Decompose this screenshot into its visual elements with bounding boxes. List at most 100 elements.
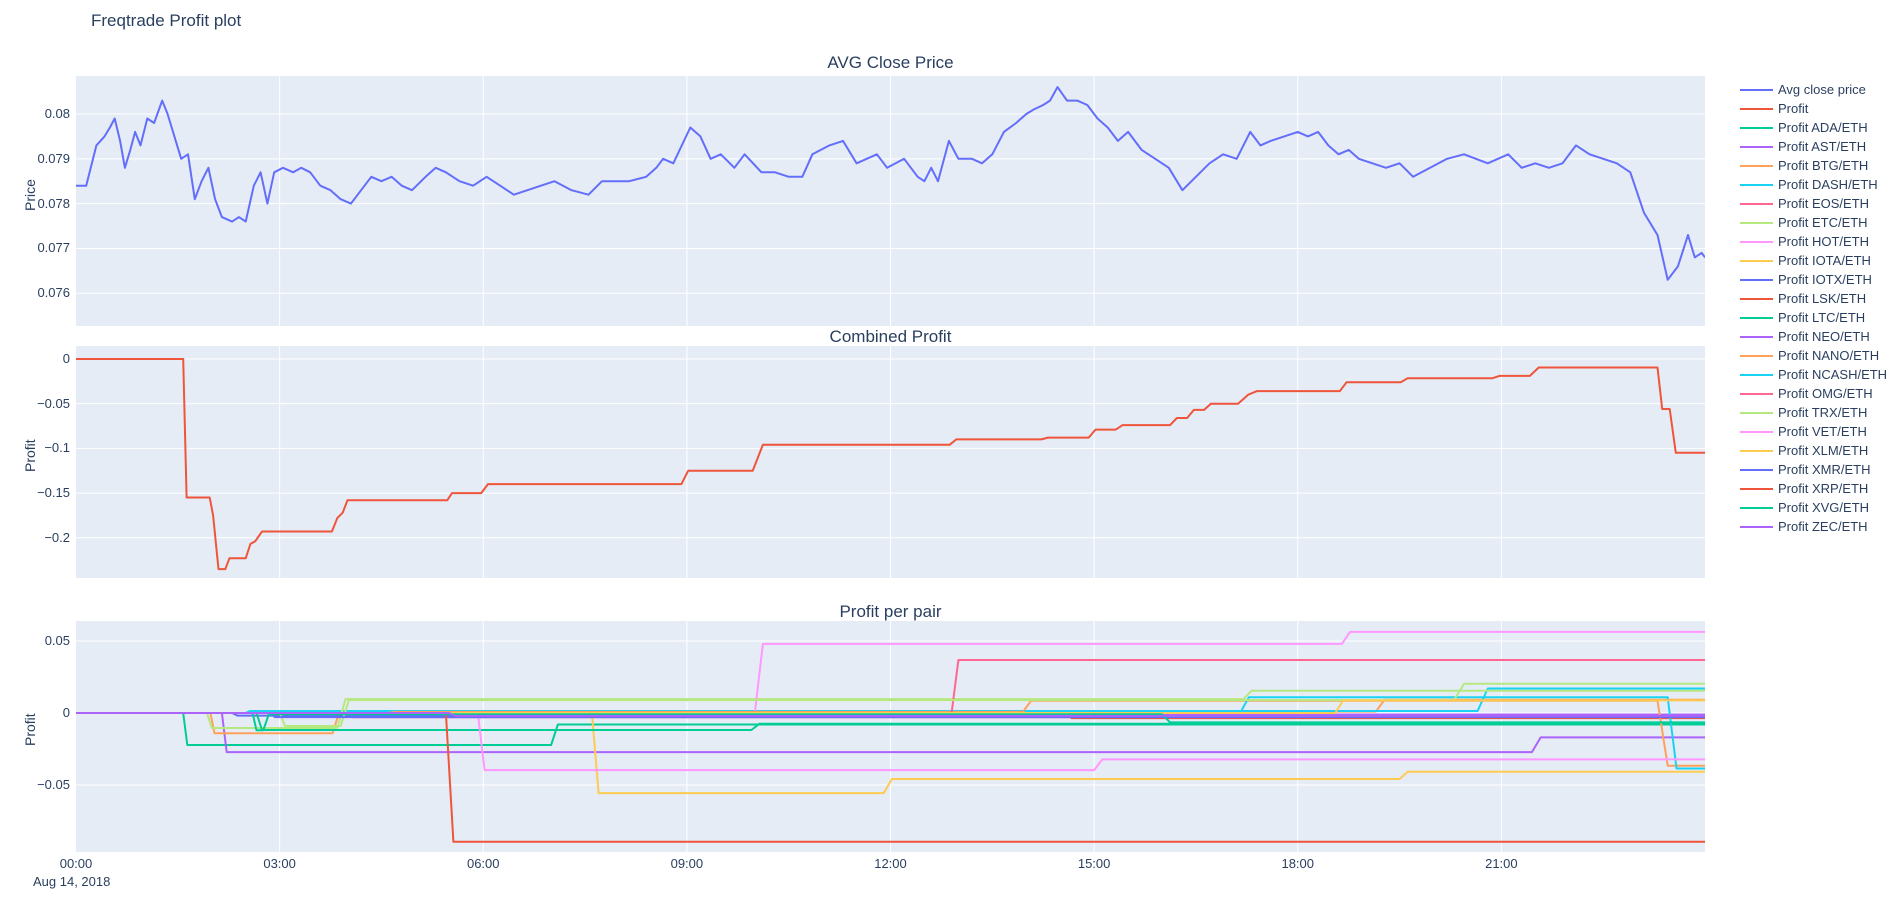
legend-item-profit-ncash-eth[interactable]: Profit NCASH/ETH: [1740, 365, 1887, 384]
legend-item-profit-nano-eth[interactable]: Profit NANO/ETH: [1740, 346, 1887, 365]
legend-item-label: Profit IOTX/ETH: [1778, 272, 1872, 287]
legend-item-label: Profit NANO/ETH: [1778, 348, 1880, 363]
legend-item-profit-dash-eth[interactable]: Profit DASH/ETH: [1740, 175, 1887, 194]
legend-item-profit-iotx-eth[interactable]: Profit IOTX/ETH: [1740, 270, 1887, 289]
y-tick-label: 0: [62, 350, 70, 366]
y-tick-label: 0.078: [37, 195, 70, 211]
series-line-profit-zec-eth: [76, 712, 1705, 717]
legend-line-swatch: [1740, 392, 1773, 395]
legend-item-label: Profit XMR/ETH: [1778, 462, 1871, 477]
subplot-title-avg-close-price: AVG Close Price: [827, 53, 954, 72]
legend-item-label: Profit VET/ETH: [1778, 424, 1867, 439]
figure-title: Freqtrade Profit plot: [91, 11, 242, 30]
series-line-profit: [76, 358, 1705, 571]
legend-line-swatch: [1740, 411, 1773, 414]
combined-profit-plot[interactable]: [76, 346, 1705, 578]
x-axis-date-annotation: Aug 14, 2018: [33, 874, 111, 889]
legend-item-profit-lsk-eth[interactable]: Profit LSK/ETH: [1740, 289, 1887, 308]
x-tick-label: 21:00: [1485, 856, 1518, 871]
series-line-profit-iota-eth: [76, 712, 1705, 795]
legend-line-swatch: [1740, 221, 1773, 224]
legend-line-swatch: [1740, 449, 1773, 452]
legend-item-profit-xlm-eth[interactable]: Profit XLM/ETH: [1740, 441, 1887, 460]
subplot-title-profit-per-pair: Profit per pair: [839, 602, 942, 621]
legend-item-profit[interactable]: Profit: [1740, 99, 1887, 118]
legend-item-avg-close-price[interactable]: Avg close price: [1740, 80, 1887, 99]
y-tick-label: 0: [62, 705, 70, 721]
series-line-avg-close-price: [76, 86, 1705, 281]
y-tick-label: −0.2: [44, 529, 70, 545]
legend-item-profit-zec-eth[interactable]: Profit ZEC/ETH: [1740, 517, 1887, 536]
legend-item-label: Profit XVG/ETH: [1778, 500, 1870, 515]
legend-item-label: Profit BTG/ETH: [1778, 158, 1869, 173]
legend-item-label: Profit LTC/ETH: [1778, 310, 1866, 325]
y-tick-label: 0.077: [37, 240, 70, 256]
legend-item-profit-trx-eth[interactable]: Profit TRX/ETH: [1740, 403, 1887, 422]
legend-line-swatch: [1740, 107, 1773, 110]
x-tick-label: 03:00: [263, 856, 296, 871]
profit-per-pair-plot[interactable]: [76, 621, 1705, 852]
x-tick-label: 12:00: [874, 856, 907, 871]
legend-item-label: Avg close price: [1778, 82, 1866, 97]
y-axis-title-profit-per-pair: Profit: [22, 713, 38, 746]
legend-line-swatch: [1740, 297, 1773, 300]
legend-item-label: Profit AST/ETH: [1778, 139, 1867, 154]
series-line-profit-xvg-eth: [76, 712, 1705, 732]
legend-item-profit-xrp-eth[interactable]: Profit XRP/ETH: [1740, 479, 1887, 498]
legend-item-label: Profit ETC/ETH: [1778, 215, 1868, 230]
legend-item-profit-vet-eth[interactable]: Profit VET/ETH: [1740, 422, 1887, 441]
legend-item-profit-btg-eth[interactable]: Profit BTG/ETH: [1740, 156, 1887, 175]
y-tick-label: 0.079: [37, 150, 70, 166]
legend-line-swatch: [1740, 506, 1773, 509]
y-tick-label: −0.15: [37, 485, 70, 501]
legend-item-profit-etc-eth[interactable]: Profit ETC/ETH: [1740, 213, 1887, 232]
y-tick-label: 0.076: [37, 285, 70, 301]
legend-item-profit-hot-eth[interactable]: Profit HOT/ETH: [1740, 232, 1887, 251]
legend-item-profit-xmr-eth[interactable]: Profit XMR/ETH: [1740, 460, 1887, 479]
legend-item-profit-ltc-eth[interactable]: Profit LTC/ETH: [1740, 308, 1887, 327]
legend-item-profit-xvg-eth[interactable]: Profit XVG/ETH: [1740, 498, 1887, 517]
legend: Avg close price Profit Profit ADA/ETH Profi…: [1740, 80, 1887, 536]
legend-item-profit-iota-eth[interactable]: Profit IOTA/ETH: [1740, 251, 1887, 270]
series-line-profit-xlm-eth: [76, 699, 1705, 714]
y-tick-label: 0.08: [44, 106, 70, 121]
legend-item-profit-omg-eth[interactable]: Profit OMG/ETH: [1740, 384, 1887, 403]
legend-line-swatch: [1740, 316, 1773, 319]
legend-item-label: Profit XRP/ETH: [1778, 481, 1869, 496]
legend-item-label: Profit NCASH/ETH: [1778, 367, 1888, 382]
legend-line-swatch: [1740, 240, 1773, 243]
avg-close-price-plot[interactable]: [76, 76, 1705, 326]
legend-item-profit-eos-eth[interactable]: Profit EOS/ETH: [1740, 194, 1887, 213]
y-tick-label: −0.1: [44, 440, 70, 456]
x-tick-label: 18:00: [1281, 856, 1315, 871]
legend-line-swatch: [1740, 487, 1773, 490]
y-tick-label: 0.05: [44, 633, 70, 649]
legend-item-profit-ada-eth[interactable]: Profit ADA/ETH: [1740, 118, 1887, 137]
legend-line-swatch: [1740, 164, 1773, 167]
subplot-title-combined-profit: Combined Profit: [829, 327, 952, 346]
legend-item-profit-neo-eth[interactable]: Profit NEO/ETH: [1740, 327, 1887, 346]
legend-item-label: Profit ADA/ETH: [1778, 120, 1868, 135]
legend-line-swatch: [1740, 126, 1773, 129]
legend-item-label: Profit OMG/ETH: [1778, 386, 1873, 401]
legend-line-swatch: [1740, 468, 1773, 471]
y-tick-label: −0.05: [37, 777, 70, 793]
legend-line-swatch: [1740, 373, 1773, 376]
legend-item-label: Profit: [1778, 101, 1809, 116]
legend-line-swatch: [1740, 145, 1773, 148]
x-tick-label: 09:00: [670, 856, 704, 871]
legend-item-label: Profit XLM/ETH: [1778, 443, 1869, 458]
legend-item-label: Profit TRX/ETH: [1778, 405, 1868, 420]
legend-item-profit-ast-eth[interactable]: Profit AST/ETH: [1740, 137, 1887, 156]
x-tick-label: 00:00: [59, 856, 93, 871]
legend-line-swatch: [1740, 278, 1773, 281]
legend-line-swatch: [1740, 183, 1773, 186]
legend-item-label: Profit ZEC/ETH: [1778, 519, 1868, 534]
legend-line-swatch: [1740, 259, 1773, 262]
legend-line-swatch: [1740, 354, 1773, 357]
legend-item-label: Profit DASH/ETH: [1778, 177, 1878, 192]
legend-line-swatch: [1740, 335, 1773, 338]
legend-line-swatch: [1740, 202, 1773, 205]
legend-item-label: Profit NEO/ETH: [1778, 329, 1870, 344]
